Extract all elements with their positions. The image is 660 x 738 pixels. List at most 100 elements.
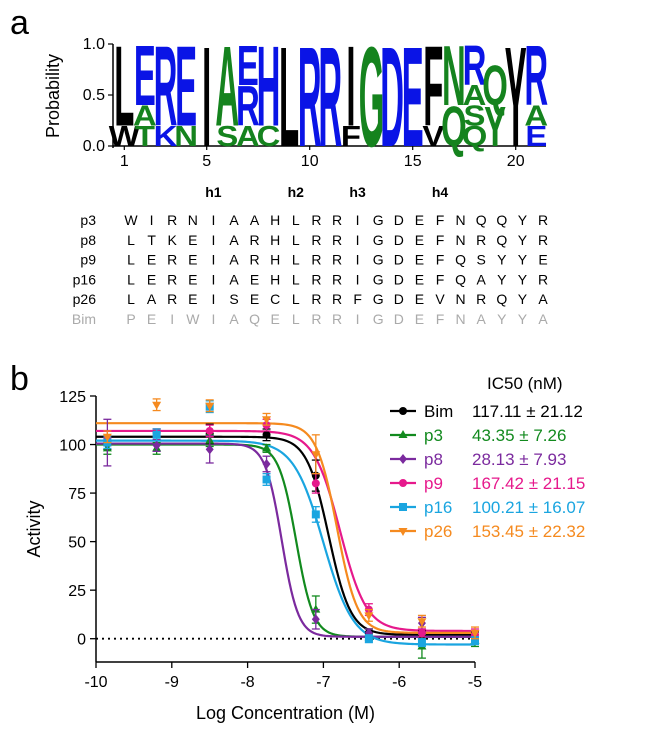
data-point [262,430,271,439]
logo-letter: R [298,16,322,176]
y-tick-label: 100 [59,438,86,455]
points-p8 [103,418,479,644]
legend-marker [398,430,408,438]
points-Bim [103,423,479,645]
legend-series-name: p8 [424,450,443,469]
logo-letter: Q [441,95,467,159]
legend-ic50-value: 28.13 ± 7.93 [472,450,566,469]
x-tick-label: -6 [392,674,406,691]
logo-letter: R [463,33,487,97]
y-axis-title: Activity [24,500,44,557]
legend-series-name: p26 [424,522,452,541]
data-point [262,443,272,452]
points-p26 [102,398,480,640]
logo-letter: S [464,100,486,132]
alignment-row-name: p8 [80,232,96,248]
logo-letter: C [257,120,281,152]
series-p3 [96,443,475,638]
legend-marker [399,479,407,487]
legend-ic50-value: 167.42 ± 21.15 [472,474,585,493]
logo-letter: F [423,22,443,150]
alignment-row-name: Bim [72,311,96,327]
logo-x-tick-label: 15 [404,153,422,170]
logo-letter: F [341,120,361,152]
series-p9 [96,429,475,633]
logo-letter: G [359,16,385,176]
x-tick-label: -8 [240,674,254,691]
data-point [364,634,373,643]
y-tick-label: 50 [68,535,86,552]
logo-letter: R [154,22,178,150]
data-point [311,510,320,519]
legend-series-name: p3 [424,426,443,445]
logo-letter: R [524,27,548,123]
data-point [417,618,427,627]
legend-marker [398,528,408,536]
data-point [262,416,272,425]
data-point [311,451,321,460]
alignment-row-name: p9 [80,252,96,268]
logo-letter: I [202,16,211,176]
legend-ic50-value: 43.35 ± 7.26 [472,426,566,445]
logo-letter: Q [482,54,508,118]
logo-letter: V [422,120,444,152]
logo-letter: R [318,16,342,176]
y-tick-label: 125 [59,389,86,406]
data-point [262,458,271,469]
y-tick-label: 0 [77,632,86,649]
logo-x-tick-label: 5 [202,153,211,170]
alignment-row-name: p26 [73,291,97,307]
data-point [417,628,426,637]
logo-letter: N [174,120,198,152]
data-point [471,636,479,645]
chart-legend: IC50 (nM) Bim 117.11 ± 21.12 p3 43.35 ± 7.2… [390,374,585,541]
series-p16 [96,439,475,646]
logo-letter: E [525,120,547,152]
logo-letter: W [109,120,140,152]
panel-label-a: a [10,4,29,42]
logo-letter: T [135,120,155,152]
legend-ic50-value: 117.11 ± 21.12 [472,402,583,421]
data-point [205,426,214,435]
fit-curve-p9 [96,429,475,633]
logo-letter: A [524,100,548,132]
data-point [417,638,426,647]
alignment-row-name: p16 [73,271,97,287]
logo-letter: L [114,22,134,150]
x-tick-label: -7 [316,674,330,691]
logo-letter: L [279,16,299,176]
data-point [262,475,271,484]
legend-marker [399,407,407,415]
legend-series-name: Bim [424,402,453,421]
data-point [311,614,320,625]
data-point [205,444,214,455]
legend-marker [399,454,407,464]
legend-series-name: p16 [424,498,452,517]
logo-letter: N [442,27,466,123]
logo-letter: Y [505,16,527,176]
logo-letter: I [346,22,355,150]
data-point [102,433,112,442]
legend-series-name: p9 [424,474,443,493]
series-Bim [96,435,475,636]
points-p9 [103,418,479,642]
logo-letter: K [154,120,178,152]
data-point [470,629,480,638]
logo-y-tick-label: 1.0 [83,36,105,53]
series-p8 [96,442,475,638]
alignment-row-name: p3 [80,212,96,228]
helix-label-h2: h2 [288,184,305,200]
data-point [311,604,321,613]
y-tick-label: 25 [68,583,86,600]
logo-x-tick-label: 10 [301,153,319,170]
logo-letter: H [257,22,281,150]
logo-letter: A [236,120,260,152]
logo-letter: R [236,74,260,138]
logo-letter: S [216,120,238,152]
legend-ic50-value: 153.45 ± 22.32 [472,522,585,541]
